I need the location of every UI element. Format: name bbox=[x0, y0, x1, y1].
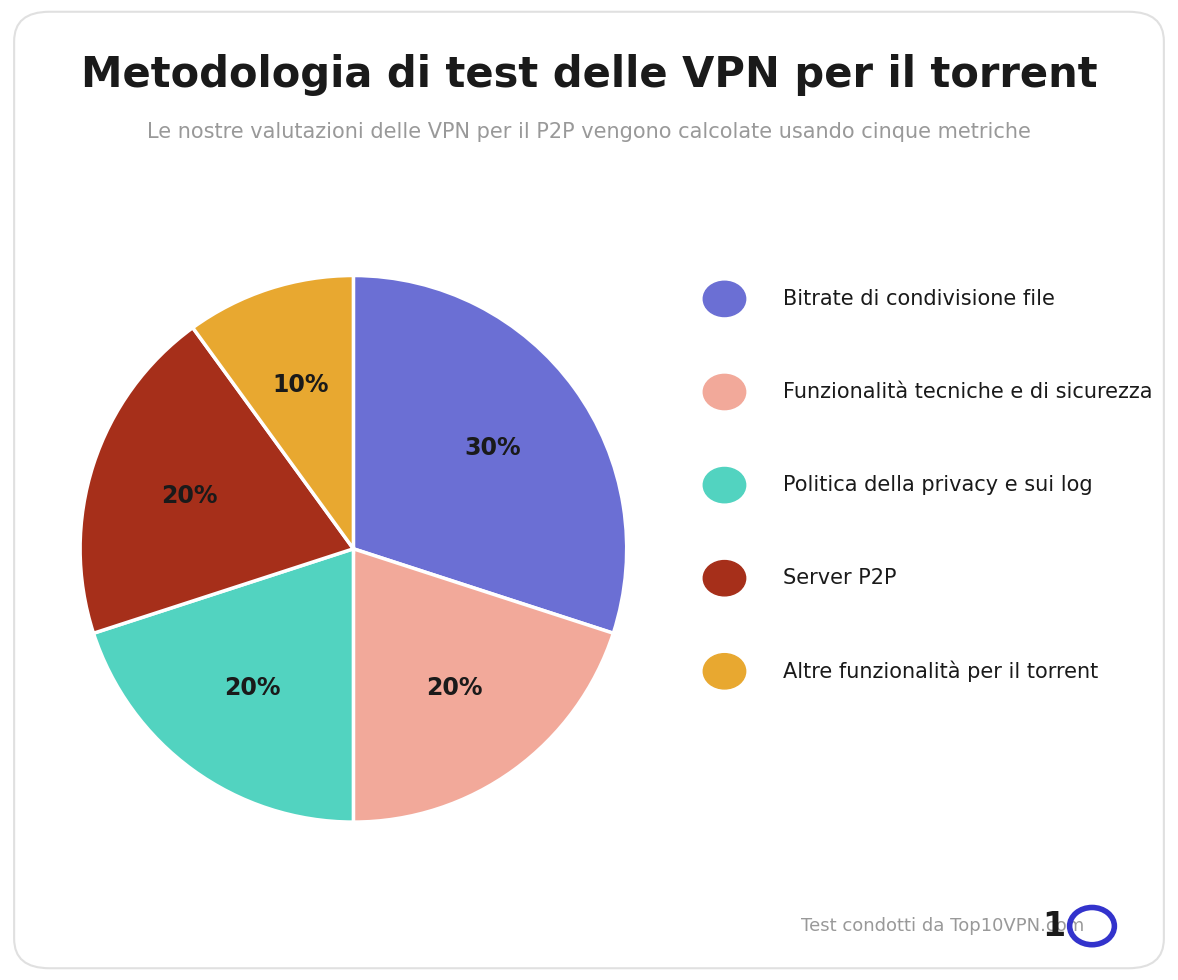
Text: Metodologia di test delle VPN per il torrent: Metodologia di test delle VPN per il tor… bbox=[80, 54, 1098, 96]
Text: 20%: 20% bbox=[161, 483, 218, 508]
Text: 20%: 20% bbox=[224, 676, 280, 700]
Wedge shape bbox=[93, 549, 353, 822]
Text: 1: 1 bbox=[1043, 909, 1066, 943]
Wedge shape bbox=[353, 275, 627, 633]
Text: Bitrate di condivisione file: Bitrate di condivisione file bbox=[783, 289, 1055, 309]
Wedge shape bbox=[80, 327, 353, 633]
Text: Altre funzionalità per il torrent: Altre funzionalità per il torrent bbox=[783, 661, 1099, 682]
Text: Test condotti da Top10VPN.com: Test condotti da Top10VPN.com bbox=[801, 917, 1084, 935]
Text: Le nostre valutazioni delle VPN per il P2P vengono calcolate usando cinque metri: Le nostre valutazioni delle VPN per il P… bbox=[147, 122, 1031, 142]
Wedge shape bbox=[193, 275, 353, 549]
Text: 20%: 20% bbox=[426, 676, 483, 700]
Wedge shape bbox=[353, 549, 614, 822]
Text: 10%: 10% bbox=[272, 373, 329, 397]
Text: Politica della privacy e sui log: Politica della privacy e sui log bbox=[783, 475, 1093, 495]
Text: Funzionalità tecniche e di sicurezza: Funzionalità tecniche e di sicurezza bbox=[783, 382, 1153, 402]
Text: Server P2P: Server P2P bbox=[783, 568, 896, 588]
Text: 30%: 30% bbox=[464, 435, 521, 460]
